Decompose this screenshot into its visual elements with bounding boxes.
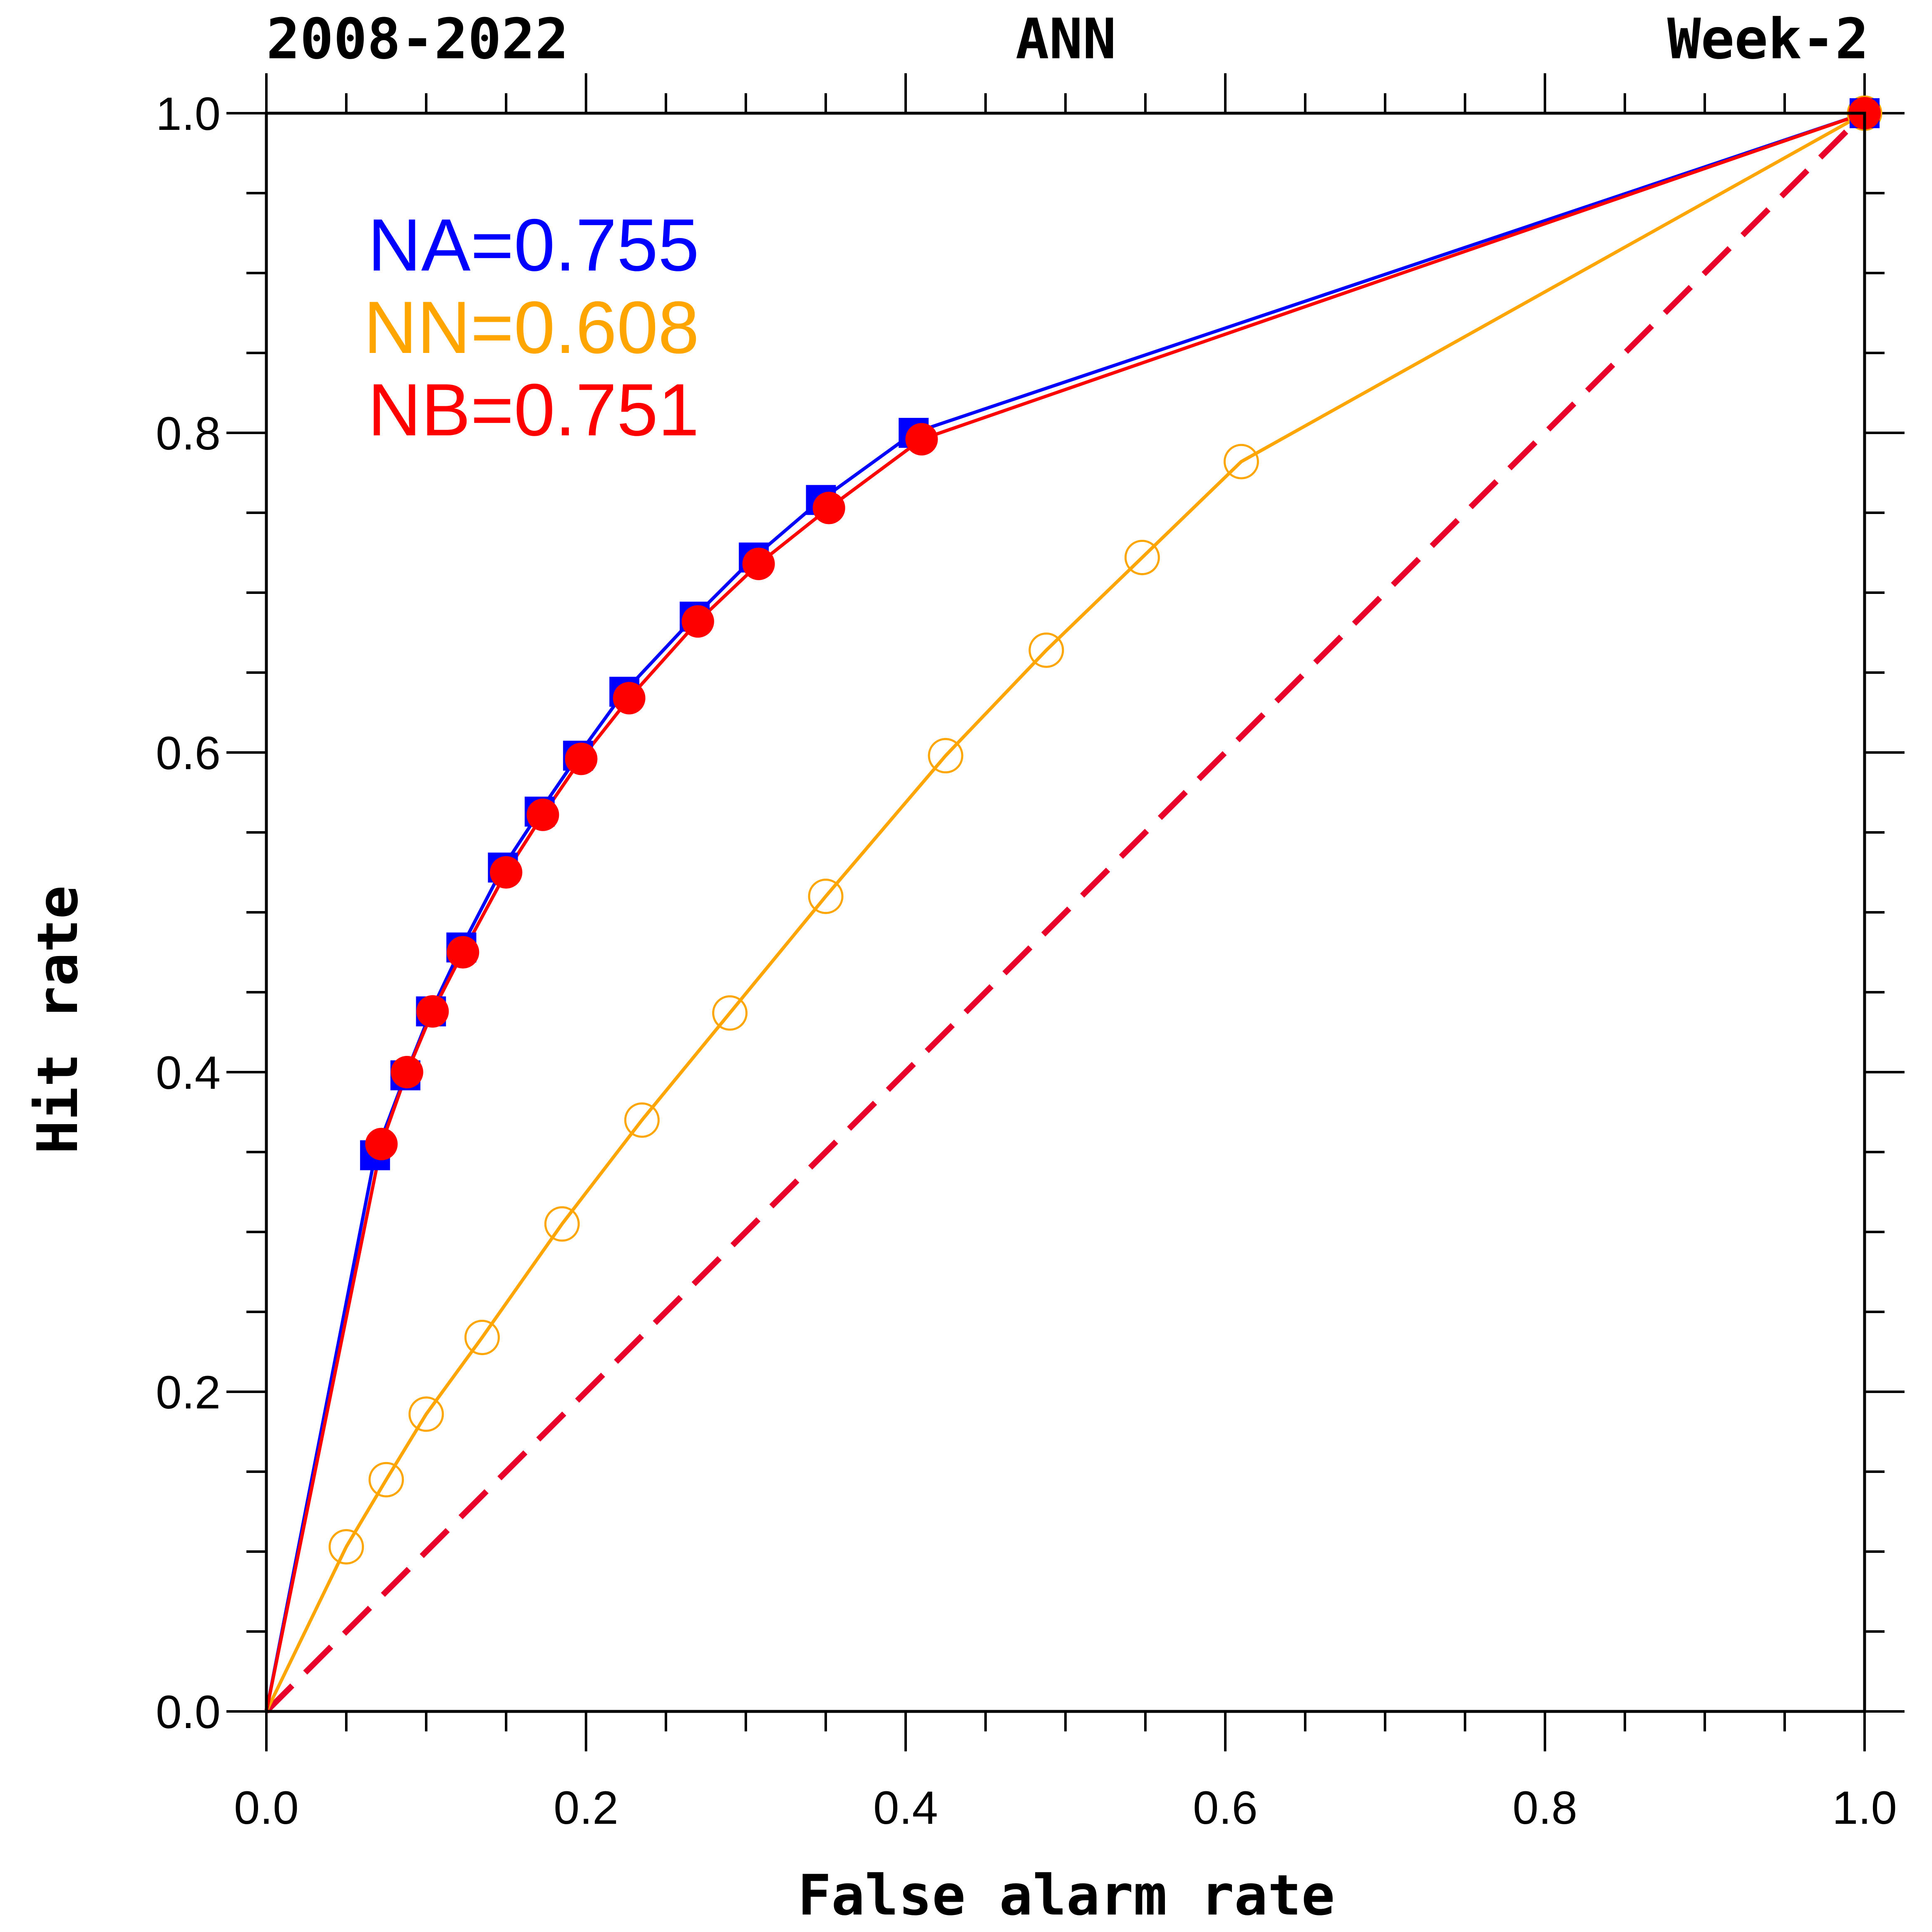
title-left: 2008-2022 (266, 7, 569, 72)
data-point-nb (812, 492, 845, 524)
x-tick-label: 1.0 (1832, 1782, 1897, 1834)
legend: NA=0.755 NN=0.608 NB=0.751 (364, 204, 699, 451)
data-point-nb (526, 798, 559, 831)
title-center: ANN (1016, 7, 1116, 72)
data-point-nb (742, 547, 775, 580)
data-point-nn (928, 738, 964, 774)
data-point-nb (365, 1127, 398, 1160)
plot-frame (265, 112, 1866, 1713)
y-axis-title: Hit rate (25, 885, 90, 1154)
y-tick-label: 0.8 (156, 407, 221, 459)
data-point-nb (681, 605, 714, 638)
legend-entry-nn: NN=0.608 (364, 286, 699, 369)
data-point-nb (905, 423, 938, 456)
data-point-nn (1223, 444, 1259, 479)
x-tick-label: 0.8 (1512, 1782, 1577, 1834)
legend-entry-na: NA=0.755 (368, 204, 699, 286)
x-tick-label: 0.0 (234, 1782, 299, 1834)
data-point-nn (808, 879, 844, 914)
data-point-nn (1028, 632, 1064, 668)
title-right: Week-2 (1667, 7, 1869, 72)
legend-entry-nb: NB=0.751 (368, 368, 699, 451)
x-tick-label: 0.4 (873, 1782, 938, 1834)
y-tick-label: 0.2 (156, 1366, 221, 1418)
data-point-nn (328, 1529, 364, 1564)
data-point-nn (544, 1206, 580, 1242)
data-point-nb (447, 936, 479, 968)
data-point-nn (624, 1102, 660, 1138)
data-point-nn (464, 1319, 500, 1355)
data-point-nb (390, 1056, 423, 1088)
y-tick-label: 0.0 (156, 1686, 221, 1738)
axis-tick-labels: 0.0 0.2 0.4 0.6 0.8 1.0 0.0 0.2 0.4 0.6 0.8 1.0 (156, 88, 1897, 1834)
data-point-nb (613, 682, 646, 715)
reference-diagonal-line (264, 111, 1867, 1713)
data-point-nn (368, 1462, 404, 1497)
y-tick-label: 1.0 (156, 88, 221, 140)
data-point-nn (1124, 540, 1160, 576)
x-tick-label: 0.2 (554, 1782, 618, 1834)
data-point-nb (565, 743, 598, 775)
y-tick-label: 0.4 (156, 1047, 221, 1099)
data-point-nb (416, 995, 449, 1028)
y-tick-label: 0.6 (156, 727, 221, 779)
data-point-nb (490, 856, 522, 889)
x-axis-title: False alarm rate (798, 1863, 1335, 1928)
series-line-nn (265, 112, 1865, 1712)
data-point-nn (408, 1396, 444, 1432)
axis-ticks (226, 73, 1905, 1751)
x-tick-label: 0.6 (1193, 1782, 1258, 1834)
data-point-nn (712, 995, 748, 1031)
